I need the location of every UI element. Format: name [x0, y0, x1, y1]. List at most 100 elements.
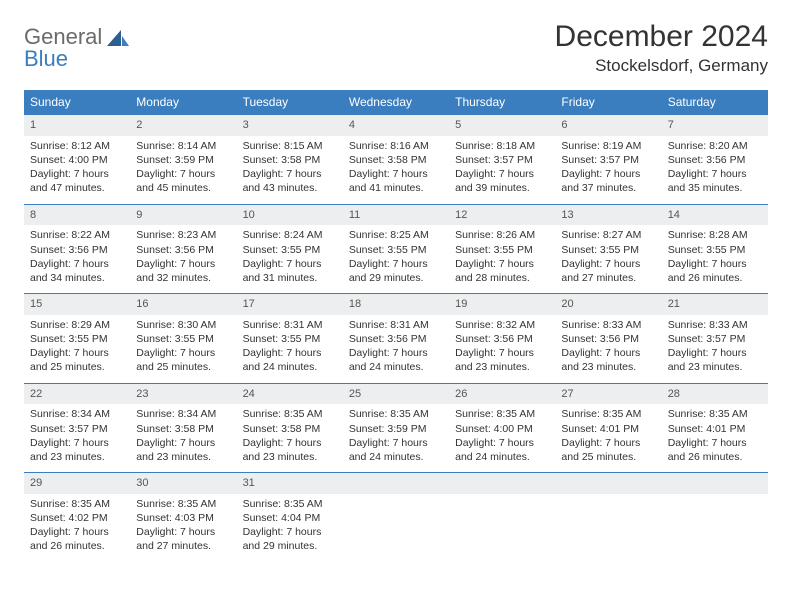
- daylight-line: Daylight: 7 hours and 35 minutes.: [668, 167, 762, 195]
- daylight-line: Daylight: 7 hours and 26 minutes.: [30, 525, 124, 553]
- sunset-line: Sunset: 3:55 PM: [455, 243, 549, 257]
- sunrise-line: Sunrise: 8:23 AM: [136, 228, 230, 242]
- sunset-line: Sunset: 3:57 PM: [561, 153, 655, 167]
- day-number-cell: 24: [237, 383, 343, 404]
- sunset-line: Sunset: 3:58 PM: [136, 422, 230, 436]
- day-detail-cell: [662, 494, 768, 562]
- daynum-row: 1234567: [24, 115, 768, 136]
- sunset-line: Sunset: 3:55 PM: [30, 332, 124, 346]
- day-number-cell: 25: [343, 383, 449, 404]
- calendar-head: SundayMondayTuesdayWednesdayThursdayFrid…: [24, 90, 768, 115]
- day-number-cell: 18: [343, 294, 449, 315]
- day-detail-cell: Sunrise: 8:16 AMSunset: 3:58 PMDaylight:…: [343, 136, 449, 204]
- day-header: Sunday: [24, 90, 130, 115]
- sunrise-line: Sunrise: 8:35 AM: [136, 497, 230, 511]
- detail-row: Sunrise: 8:22 AMSunset: 3:56 PMDaylight:…: [24, 225, 768, 293]
- daynum-row: 15161718192021: [24, 294, 768, 315]
- sunrise-line: Sunrise: 8:29 AM: [30, 318, 124, 332]
- logo: General Blue: [24, 20, 129, 70]
- day-detail-cell: Sunrise: 8:35 AMSunset: 4:02 PMDaylight:…: [24, 494, 130, 562]
- sunset-line: Sunset: 3:56 PM: [136, 243, 230, 257]
- day-number-cell: 4: [343, 115, 449, 136]
- day-detail-cell: Sunrise: 8:35 AMSunset: 3:59 PMDaylight:…: [343, 404, 449, 472]
- sunrise-line: Sunrise: 8:12 AM: [30, 139, 124, 153]
- daylight-line: Daylight: 7 hours and 47 minutes.: [30, 167, 124, 195]
- day-number-cell: 7: [662, 115, 768, 136]
- sunset-line: Sunset: 4:04 PM: [243, 511, 337, 525]
- daynum-row: 293031: [24, 473, 768, 494]
- sunset-line: Sunset: 4:00 PM: [455, 422, 549, 436]
- sunset-line: Sunset: 3:59 PM: [349, 422, 443, 436]
- day-detail-cell: Sunrise: 8:31 AMSunset: 3:55 PMDaylight:…: [237, 315, 343, 383]
- day-number-cell: 10: [237, 204, 343, 225]
- day-number-cell: 17: [237, 294, 343, 315]
- day-number-cell: 3: [237, 115, 343, 136]
- day-detail-cell: Sunrise: 8:35 AMSunset: 4:01 PMDaylight:…: [555, 404, 661, 472]
- day-detail-cell: Sunrise: 8:18 AMSunset: 3:57 PMDaylight:…: [449, 136, 555, 204]
- daylight-line: Daylight: 7 hours and 45 minutes.: [136, 167, 230, 195]
- day-detail-cell: Sunrise: 8:35 AMSunset: 3:58 PMDaylight:…: [237, 404, 343, 472]
- daylight-line: Daylight: 7 hours and 39 minutes.: [455, 167, 549, 195]
- day-header: Thursday: [449, 90, 555, 115]
- day-number-cell: 16: [130, 294, 236, 315]
- month-title: December 2024: [555, 20, 768, 54]
- sunrise-line: Sunrise: 8:35 AM: [561, 407, 655, 421]
- day-detail-cell: Sunrise: 8:34 AMSunset: 3:58 PMDaylight:…: [130, 404, 236, 472]
- calendar-table: SundayMondayTuesdayWednesdayThursdayFrid…: [24, 90, 768, 562]
- daylight-line: Daylight: 7 hours and 23 minutes.: [561, 346, 655, 374]
- daylight-line: Daylight: 7 hours and 31 minutes.: [243, 257, 337, 285]
- sunset-line: Sunset: 3:56 PM: [455, 332, 549, 346]
- day-detail-cell: Sunrise: 8:20 AMSunset: 3:56 PMDaylight:…: [662, 136, 768, 204]
- daylight-line: Daylight: 7 hours and 34 minutes.: [30, 257, 124, 285]
- day-number-cell: 27: [555, 383, 661, 404]
- day-number-cell: 20: [555, 294, 661, 315]
- sunrise-line: Sunrise: 8:30 AM: [136, 318, 230, 332]
- sunset-line: Sunset: 3:56 PM: [349, 332, 443, 346]
- day-number-cell: 28: [662, 383, 768, 404]
- day-detail-cell: Sunrise: 8:12 AMSunset: 4:00 PMDaylight:…: [24, 136, 130, 204]
- sunrise-line: Sunrise: 8:28 AM: [668, 228, 762, 242]
- daylight-line: Daylight: 7 hours and 24 minutes.: [243, 346, 337, 374]
- sunset-line: Sunset: 3:59 PM: [136, 153, 230, 167]
- daylight-line: Daylight: 7 hours and 41 minutes.: [349, 167, 443, 195]
- day-number-cell: 8: [24, 204, 130, 225]
- day-header: Saturday: [662, 90, 768, 115]
- sunset-line: Sunset: 3:58 PM: [243, 153, 337, 167]
- daylight-line: Daylight: 7 hours and 43 minutes.: [243, 167, 337, 195]
- day-header-row: SundayMondayTuesdayWednesdayThursdayFrid…: [24, 90, 768, 115]
- sunset-line: Sunset: 3:55 PM: [136, 332, 230, 346]
- daylight-line: Daylight: 7 hours and 24 minutes.: [349, 346, 443, 374]
- sunset-line: Sunset: 3:56 PM: [668, 153, 762, 167]
- day-number-cell: 23: [130, 383, 236, 404]
- day-number-cell: 6: [555, 115, 661, 136]
- day-number-cell: 19: [449, 294, 555, 315]
- day-detail-cell: [449, 494, 555, 562]
- day-detail-cell: Sunrise: 8:25 AMSunset: 3:55 PMDaylight:…: [343, 225, 449, 293]
- day-detail-cell: Sunrise: 8:24 AMSunset: 3:55 PMDaylight:…: [237, 225, 343, 293]
- daylight-line: Daylight: 7 hours and 29 minutes.: [243, 525, 337, 553]
- daynum-row: 891011121314: [24, 204, 768, 225]
- daylight-line: Daylight: 7 hours and 27 minutes.: [561, 257, 655, 285]
- day-number-cell: 9: [130, 204, 236, 225]
- sunrise-line: Sunrise: 8:35 AM: [455, 407, 549, 421]
- daynum-row: 22232425262728: [24, 383, 768, 404]
- sunset-line: Sunset: 3:58 PM: [243, 422, 337, 436]
- sunset-line: Sunset: 3:56 PM: [561, 332, 655, 346]
- sunset-line: Sunset: 4:02 PM: [30, 511, 124, 525]
- daylight-line: Daylight: 7 hours and 23 minutes.: [668, 346, 762, 374]
- day-number-cell: 5: [449, 115, 555, 136]
- day-number-cell: 26: [449, 383, 555, 404]
- day-number-cell: 21: [662, 294, 768, 315]
- day-detail-cell: Sunrise: 8:14 AMSunset: 3:59 PMDaylight:…: [130, 136, 236, 204]
- daylight-line: Daylight: 7 hours and 26 minutes.: [668, 257, 762, 285]
- daylight-line: Daylight: 7 hours and 26 minutes.: [668, 436, 762, 464]
- day-detail-cell: Sunrise: 8:35 AMSunset: 4:00 PMDaylight:…: [449, 404, 555, 472]
- daylight-line: Daylight: 7 hours and 29 minutes.: [349, 257, 443, 285]
- detail-row: Sunrise: 8:34 AMSunset: 3:57 PMDaylight:…: [24, 404, 768, 472]
- day-number-cell: 2: [130, 115, 236, 136]
- day-detail-cell: [343, 494, 449, 562]
- day-number-cell: 11: [343, 204, 449, 225]
- daylight-line: Daylight: 7 hours and 25 minutes.: [561, 436, 655, 464]
- sunrise-line: Sunrise: 8:25 AM: [349, 228, 443, 242]
- daylight-line: Daylight: 7 hours and 23 minutes.: [136, 436, 230, 464]
